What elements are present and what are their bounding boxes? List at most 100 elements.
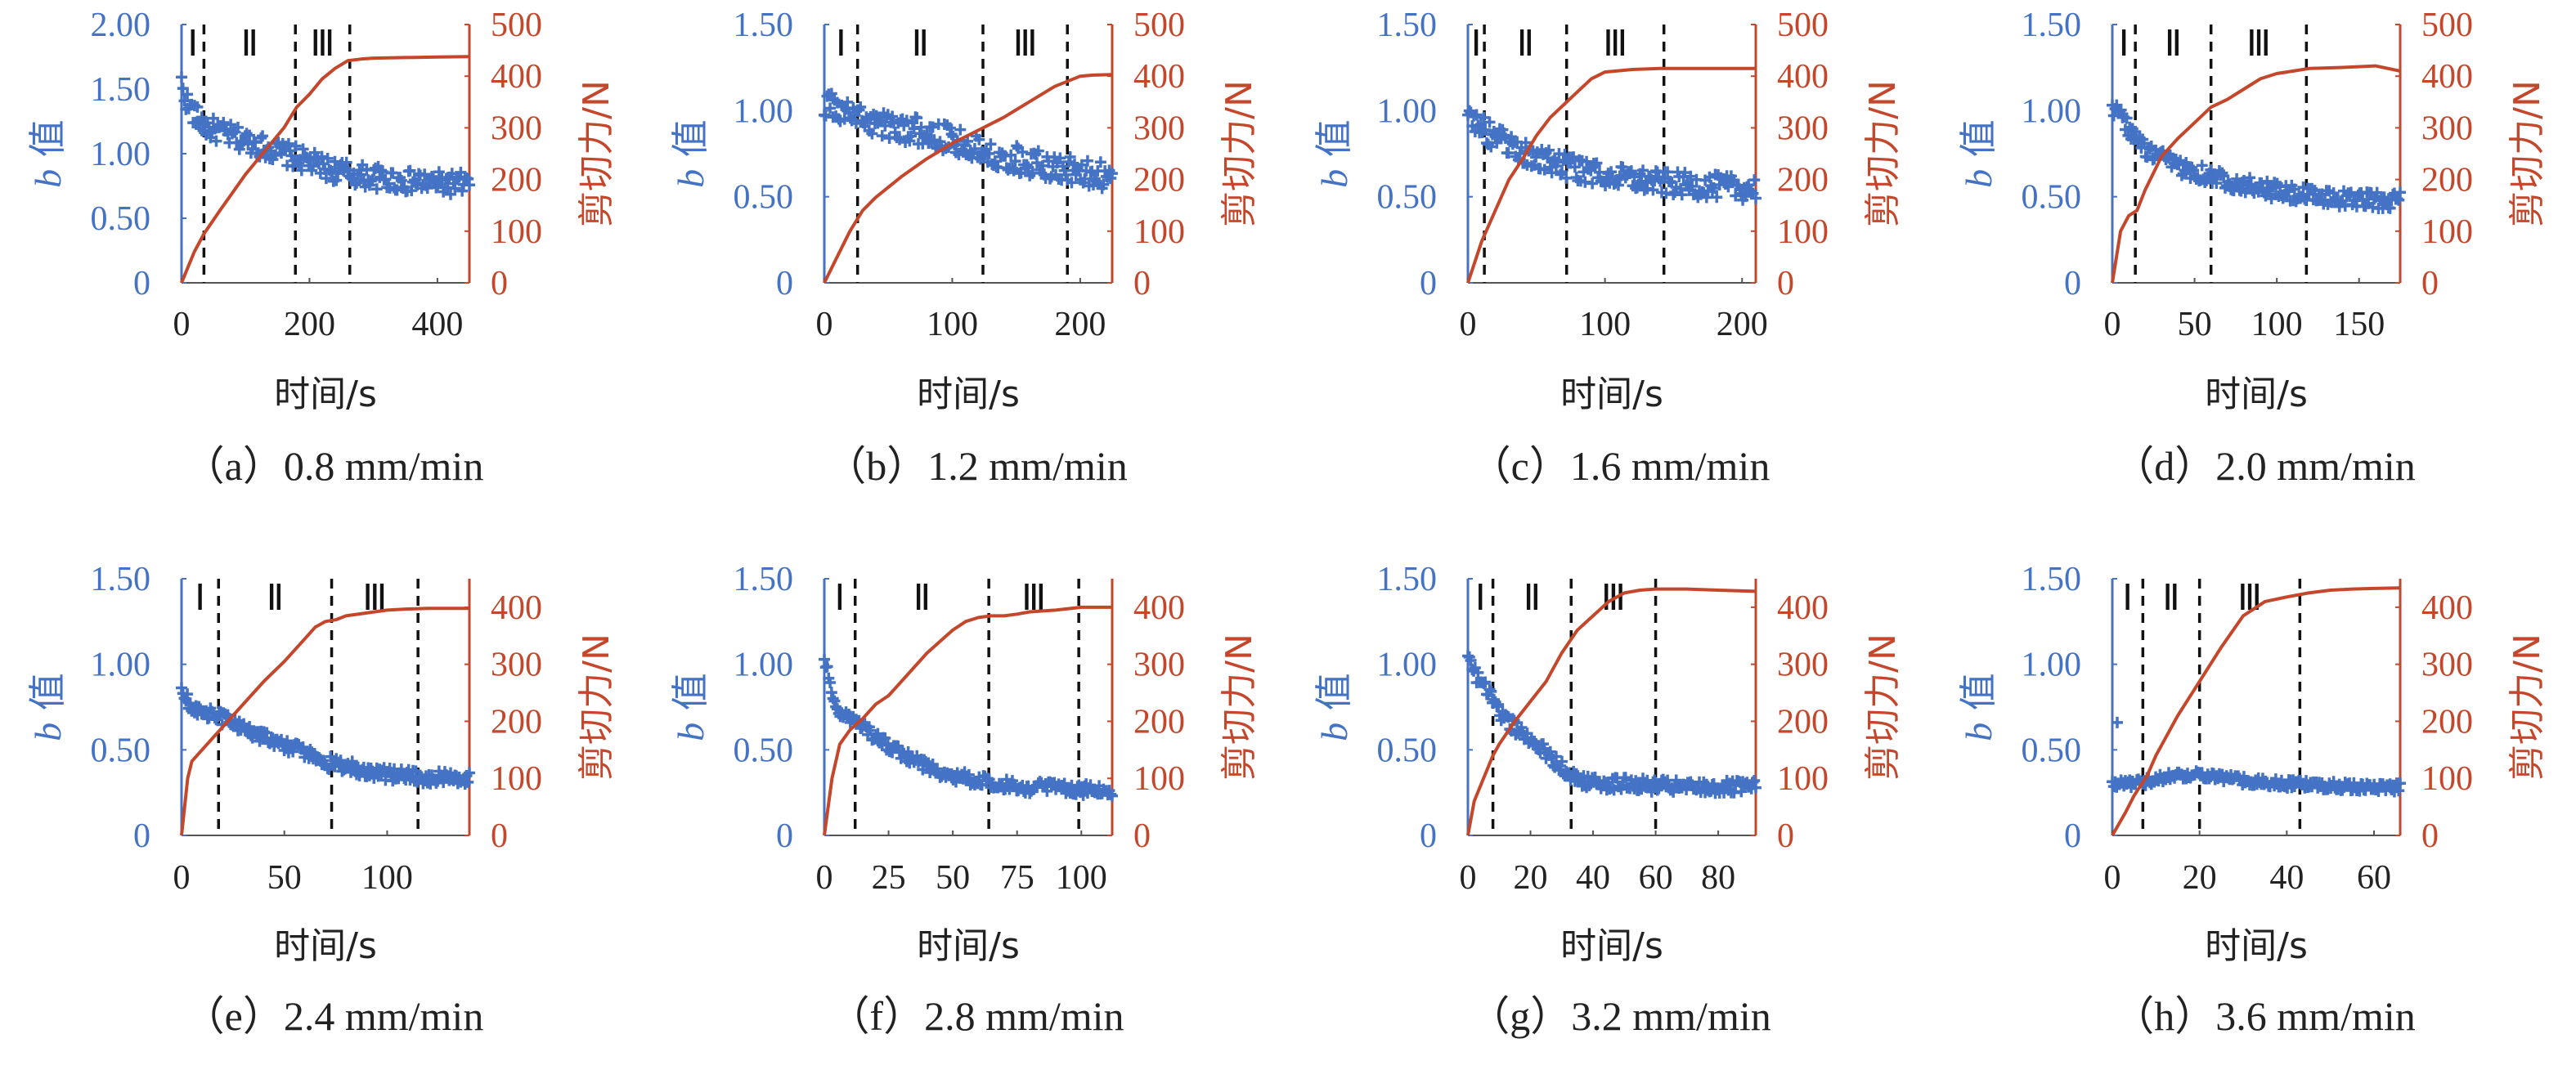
b-value-point bbox=[1008, 164, 1020, 177]
right-tick-label: 500 bbox=[1133, 7, 1185, 44]
stage-label: Ⅱ bbox=[267, 578, 285, 618]
b-value-point bbox=[231, 121, 244, 133]
b-value-point bbox=[1485, 141, 1497, 153]
b-value-point bbox=[1094, 156, 1106, 168]
b-value-point bbox=[841, 96, 854, 108]
b-value-point bbox=[1497, 123, 1509, 136]
b-value-point bbox=[905, 130, 918, 142]
b-value-point bbox=[855, 101, 867, 113]
panel-a: 0 0.50 1.00 1.50 2.00 0 100 200 300 400 500 0 200 400… bbox=[25, 7, 617, 489]
panel-caption: （b）1.2 mm/min bbox=[825, 443, 1127, 489]
right-tick-label: 0 bbox=[1777, 265, 1794, 302]
x-axis-title: 时间/s bbox=[917, 925, 1020, 967]
b-value-point bbox=[1568, 161, 1581, 173]
b-rest: 值 bbox=[668, 119, 712, 169]
b-value-point bbox=[225, 119, 237, 131]
b-value-point bbox=[1617, 161, 1629, 173]
right-tick-label: 100 bbox=[1133, 760, 1185, 798]
x-tick-label: 0 bbox=[2104, 306, 2121, 343]
b-value-point bbox=[330, 174, 343, 186]
b-value-point bbox=[1641, 182, 1654, 195]
b-value-point bbox=[1675, 182, 1687, 195]
b-value-point bbox=[886, 110, 899, 123]
b-value-point bbox=[962, 135, 974, 147]
x-tick-label: 60 bbox=[1639, 859, 1673, 897]
b-value-point bbox=[1586, 177, 1599, 190]
b-value-series bbox=[819, 87, 1118, 195]
panel-caption: （g）3.2 mm/min bbox=[1469, 993, 1770, 1039]
b-value-point bbox=[1735, 786, 1748, 798]
x-tick-label: 100 bbox=[361, 859, 413, 897]
panel-caption: （a）0.8 mm/min bbox=[184, 443, 484, 489]
x-tick-label: 100 bbox=[2251, 306, 2303, 343]
b-value-point bbox=[882, 737, 894, 750]
left-axis-title: b 值 bbox=[1312, 673, 1356, 741]
x-tick-label: 75 bbox=[1000, 859, 1034, 897]
left-tick-label: 1.50 bbox=[91, 561, 151, 598]
b-value-series bbox=[819, 653, 1118, 802]
x-tick-label: 40 bbox=[1576, 859, 1610, 897]
b-value-point bbox=[1478, 111, 1490, 123]
x-tick-label: 50 bbox=[936, 859, 970, 897]
shear-force-line bbox=[180, 607, 469, 836]
x-tick-label: 60 bbox=[2357, 859, 2391, 897]
b-value-point bbox=[2210, 177, 2223, 190]
right-tick-label: 500 bbox=[2421, 7, 2473, 44]
b-value-series bbox=[2107, 716, 2406, 798]
stage-label: Ⅱ bbox=[240, 24, 258, 64]
b-value-point bbox=[1555, 166, 1568, 178]
left-tick-label: 0 bbox=[776, 817, 793, 855]
right-tick-label: 200 bbox=[2421, 162, 2473, 199]
b-value-point bbox=[1748, 174, 1761, 186]
stage-label: Ⅱ bbox=[2162, 578, 2180, 618]
b-value-point bbox=[825, 687, 837, 699]
left-tick-label: 1.50 bbox=[734, 7, 794, 44]
b-value-point bbox=[1651, 784, 1663, 796]
x-tick-label: 0 bbox=[816, 306, 833, 343]
left-tick-label: 1.00 bbox=[734, 647, 794, 684]
b-value-point bbox=[1472, 666, 1484, 678]
b-rest: 值 bbox=[25, 673, 70, 723]
right-tick-label: 0 bbox=[491, 817, 508, 855]
b-value-point bbox=[864, 724, 877, 736]
b-value-point bbox=[1005, 149, 1017, 161]
shear-force-line bbox=[1466, 587, 1757, 836]
right-tick-label: 200 bbox=[1133, 703, 1185, 741]
b-value-point bbox=[2129, 126, 2142, 138]
b-value-point bbox=[332, 168, 344, 180]
right-tick-label: 0 bbox=[1777, 817, 1794, 855]
b-value-point bbox=[351, 177, 363, 189]
b-value-point bbox=[2393, 785, 2405, 797]
b-value-point bbox=[462, 172, 474, 185]
x-tick-label: 400 bbox=[411, 306, 463, 343]
left-tick-label: 1.50 bbox=[91, 71, 151, 109]
b-value-point bbox=[928, 134, 940, 146]
b-value-point bbox=[456, 185, 469, 197]
right-tick-label: 100 bbox=[1777, 760, 1829, 798]
b-value-series bbox=[176, 682, 475, 790]
b-value-point bbox=[340, 156, 352, 168]
b-value-point bbox=[1555, 755, 1568, 768]
b-value-point bbox=[1703, 171, 1716, 183]
left-tick-label: 1.50 bbox=[1377, 561, 1438, 598]
shear-force-line bbox=[823, 605, 1112, 836]
b-value-point bbox=[879, 119, 891, 132]
b-value-point bbox=[1730, 190, 1742, 202]
b-value-point bbox=[944, 122, 956, 134]
panel-h: 00.501.001.5001002003004000 20 40 60Ⅰ Ⅱ Ⅲb 值剪… bbox=[1956, 561, 2548, 1039]
b-value-point bbox=[334, 754, 347, 767]
b-symbol: b bbox=[1958, 169, 1999, 188]
b-value-point bbox=[866, 128, 878, 140]
left-tick-label: 1.50 bbox=[1377, 7, 1438, 44]
b-value-point bbox=[287, 745, 299, 758]
b-value-point bbox=[178, 95, 191, 107]
left-axis-title: b 值 bbox=[25, 119, 70, 188]
b-value-point bbox=[1619, 772, 1631, 784]
b-value-point bbox=[182, 688, 194, 701]
x-tick-label: 20 bbox=[2183, 859, 2217, 897]
b-value-point bbox=[1022, 161, 1034, 173]
b-value-point bbox=[1568, 151, 1580, 163]
b-value-point bbox=[321, 152, 334, 164]
b-value-point bbox=[244, 721, 256, 733]
